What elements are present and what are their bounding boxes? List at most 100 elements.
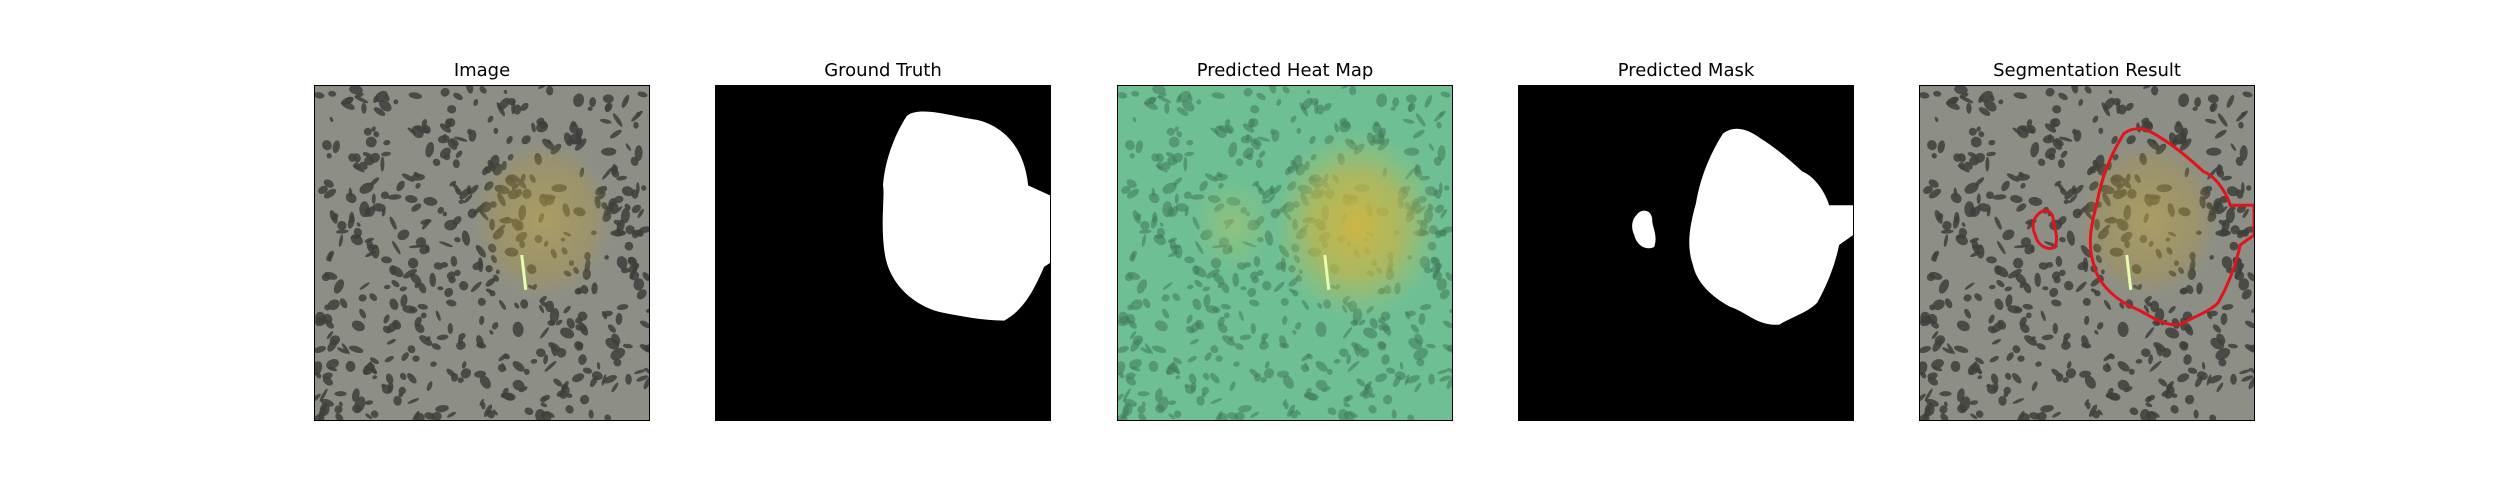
texture-spot [1162, 282, 1173, 290]
texture-spot [1118, 414, 1128, 420]
texture-spot [2103, 299, 2112, 310]
texture-spot [2239, 369, 2251, 375]
texture-spot [1301, 353, 1311, 362]
texture-spot [1433, 156, 1442, 166]
texture-spot [1359, 348, 1370, 358]
texture-spot [1953, 345, 1969, 353]
texture-spot [1152, 86, 1166, 95]
texture-spot [1343, 327, 1353, 339]
texture-spot [1442, 320, 1452, 329]
texture-spot [1221, 282, 1230, 294]
texture-spot [1934, 116, 1939, 123]
texture-spot [448, 276, 456, 284]
texture-spot [1250, 411, 1260, 418]
heat-map-canvas [1118, 86, 1452, 420]
texture-spot [2054, 180, 2062, 187]
texture-spot [1414, 382, 1422, 393]
texture-spot [1938, 279, 1950, 294]
texture-spot [2018, 171, 2025, 178]
texture-spot [1927, 376, 1938, 386]
texture-spot [2024, 244, 2035, 255]
texture-spot [605, 337, 620, 350]
texture-spot [1141, 234, 1147, 247]
texture-spot [1392, 97, 1400, 108]
texture-spot [1235, 158, 1244, 167]
texture-spot [2034, 272, 2041, 287]
texture-spot [457, 377, 464, 384]
texture-spot [1970, 413, 1978, 420]
texture-spot [315, 393, 321, 403]
texture-spot [403, 268, 417, 279]
texture-spot [2075, 281, 2087, 293]
texture-spot [335, 229, 349, 234]
texture-spot [2079, 370, 2092, 378]
texture-spot [1343, 402, 1351, 408]
texture-spot [2004, 286, 2013, 292]
texture-spot [1210, 398, 1223, 404]
texture-spot [315, 316, 328, 327]
panel-title-image: Image [453, 60, 511, 81]
texture-spot [1223, 312, 1230, 319]
texture-spot [514, 302, 520, 309]
texture-spot [338, 401, 343, 407]
texture-spot [455, 188, 462, 196]
texture-spot [1382, 394, 1393, 405]
texture-spot [407, 257, 419, 269]
texture-spot [1964, 182, 1979, 194]
texture-spot [578, 354, 587, 365]
texture-spot [349, 86, 363, 95]
texture-spot [1369, 393, 1376, 398]
texture-spot [463, 194, 473, 204]
texture-spot [397, 229, 410, 241]
texture-spot [407, 372, 417, 384]
texture-spot [1974, 357, 1984, 365]
texture-spot [1183, 156, 1188, 172]
texture-spot [624, 241, 634, 251]
texture-spot [1997, 319, 2007, 330]
texture-spot [389, 216, 397, 230]
texture-spot [2129, 407, 2139, 416]
texture-spot [2060, 188, 2067, 196]
texture-spot [1964, 161, 1973, 170]
texture-spot [2013, 244, 2029, 249]
texture-spot [1986, 151, 1997, 157]
texture-spot [1444, 185, 1450, 191]
texture-spot [1969, 400, 1979, 405]
panel-title-ground-truth: Ground Truth [824, 60, 942, 81]
texture-spot [2141, 117, 2150, 125]
texture-spot [327, 299, 340, 311]
texture-spot [2155, 344, 2163, 357]
texture-spot [371, 126, 376, 132]
texture-spot [1978, 107, 1991, 116]
texture-spot [2059, 136, 2073, 142]
texture-spot [476, 335, 484, 348]
texture-spot [1271, 129, 1280, 142]
texture-spot [1377, 341, 1387, 351]
texture-spot [370, 410, 379, 418]
texture-spot [566, 317, 575, 329]
texture-spot [1242, 123, 1255, 133]
texture-spot [501, 392, 514, 401]
texture-spot [2052, 322, 2058, 335]
texture-spot [1363, 327, 1378, 339]
texture-spot [2106, 392, 2119, 401]
texture-spot [1920, 92, 1930, 99]
predicted-mask-main-blob [1689, 128, 1853, 325]
texture-spot [2249, 367, 2254, 375]
texture-spot [2040, 310, 2046, 322]
texture-spot [569, 123, 579, 134]
texture-spot [613, 358, 622, 367]
texture-spot [315, 414, 325, 420]
texture-spot [420, 219, 432, 225]
texture-spot [616, 256, 628, 270]
texture-spot [604, 414, 612, 420]
contour-main [2088, 127, 2254, 327]
texture-spot [2012, 345, 2021, 354]
texture-spot [1964, 201, 1975, 218]
texture-spot [614, 206, 623, 214]
texture-spot [1132, 335, 1144, 346]
texture-spot [2055, 256, 2063, 267]
texture-spot [1408, 337, 1423, 350]
texture-spot [531, 122, 536, 133]
texture-spot [1933, 90, 1942, 97]
